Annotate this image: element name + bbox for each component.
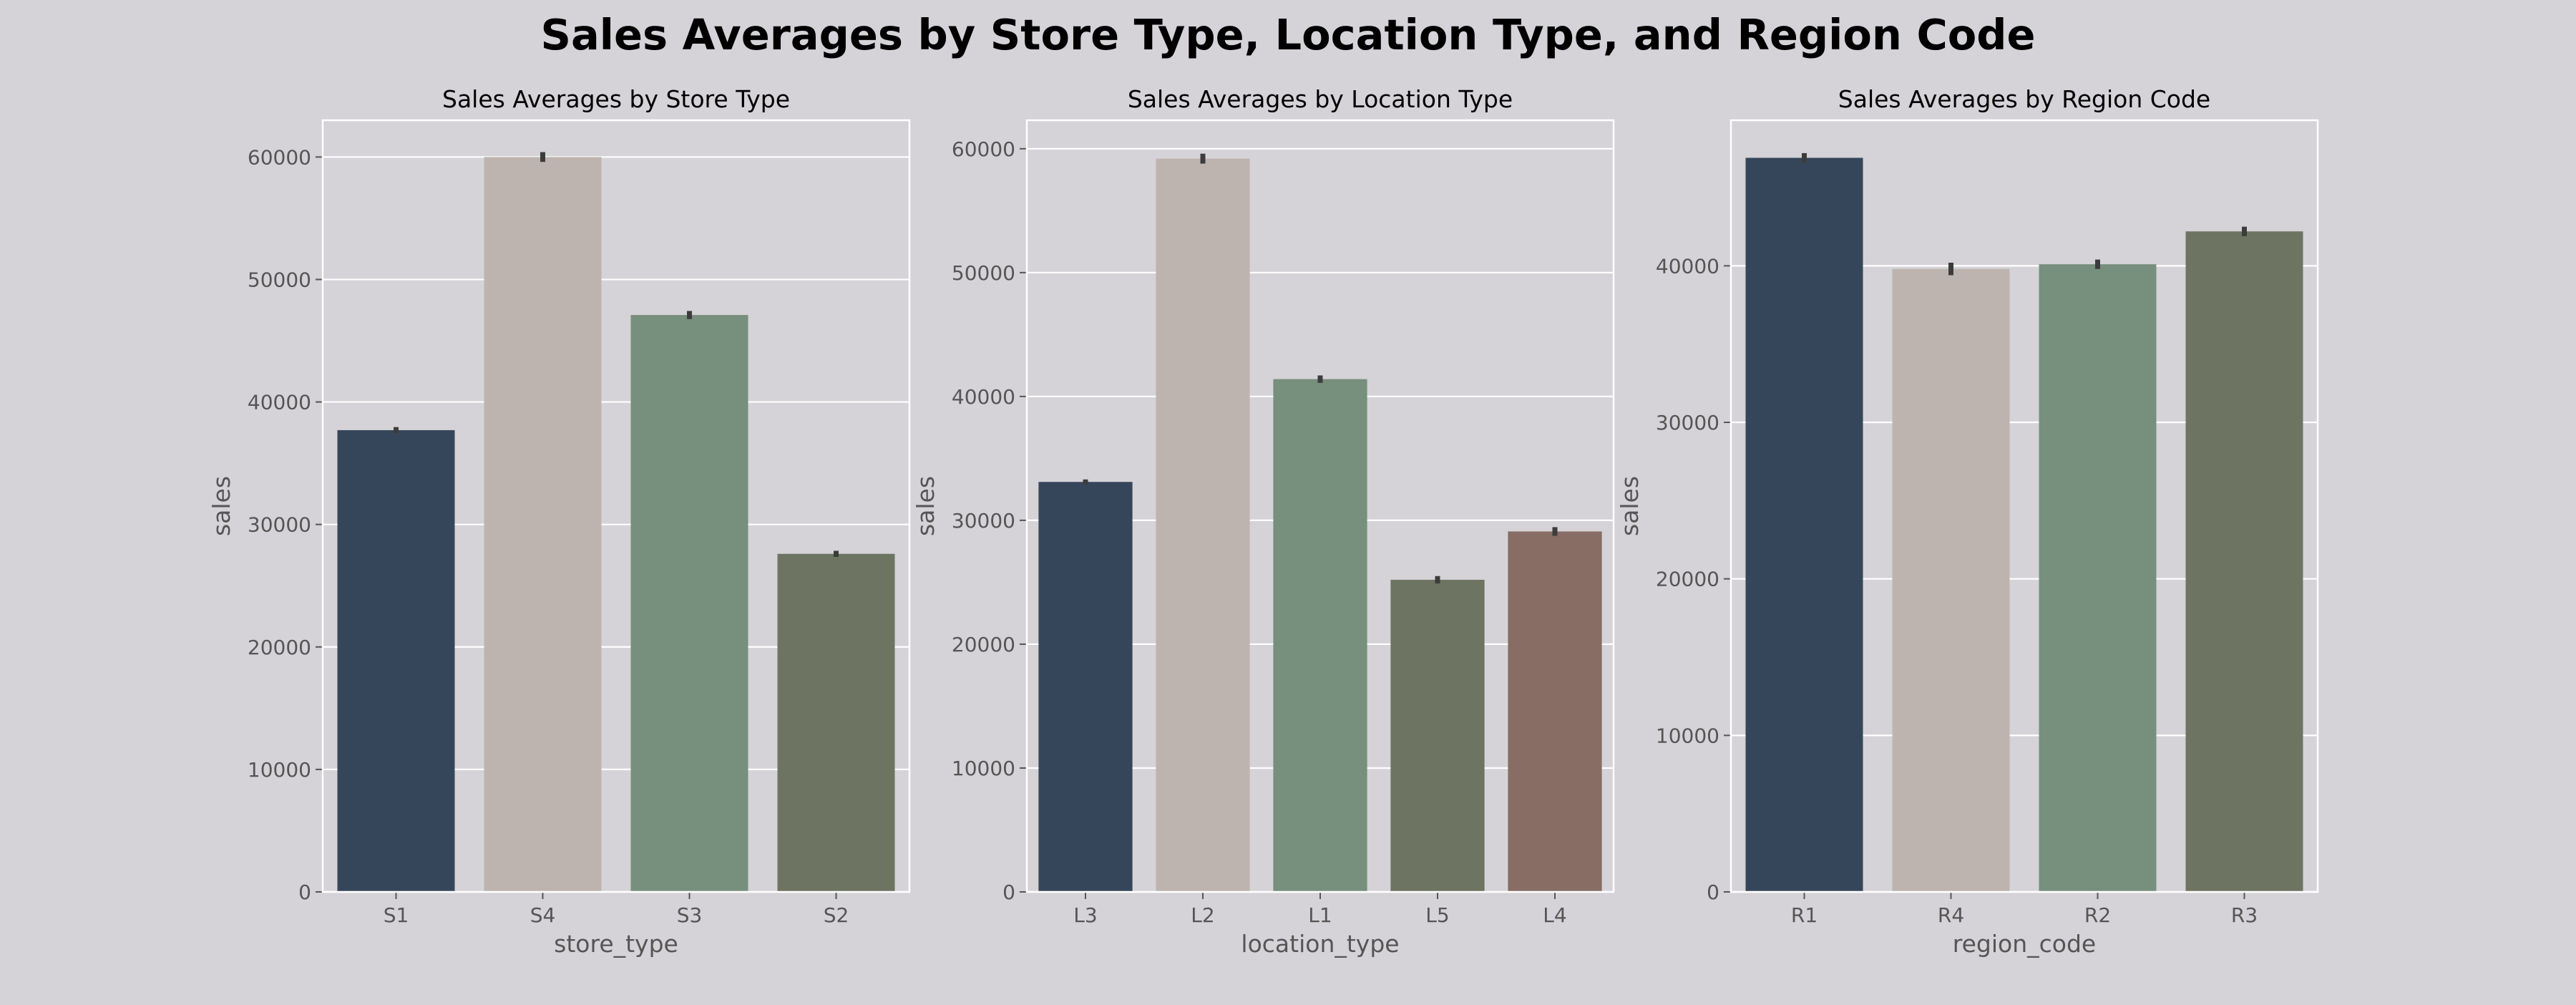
subplot-title: Sales Averages by Location Type xyxy=(1128,85,1513,113)
bar-S2 xyxy=(777,553,895,892)
y-tick-label: 0 xyxy=(1002,880,1015,904)
y-axis-label: sales xyxy=(912,476,940,536)
y-tick-label: 20000 xyxy=(1656,568,1719,591)
y-tick-label: 10000 xyxy=(248,758,311,782)
figure-title: Sales Averages by Store Type, Location T… xyxy=(540,10,2036,59)
axes-frame xyxy=(1025,119,1615,893)
x-axis-label: region_code xyxy=(1953,930,2096,958)
y-tick-label: 20000 xyxy=(248,636,311,659)
bar-S1 xyxy=(337,429,455,892)
x-tick-label-R4: R4 xyxy=(1938,903,1964,927)
x-tick-label-L5: L5 xyxy=(1425,903,1449,927)
y-tick-label: 0 xyxy=(1707,880,1719,904)
bar-L1 xyxy=(1273,379,1367,892)
y-tick-label: 60000 xyxy=(952,137,1015,161)
y-tick-label: 40000 xyxy=(952,385,1015,409)
y-tick-label: 60000 xyxy=(248,145,311,169)
subplot-title: Sales Averages by Store Type xyxy=(442,85,790,113)
x-tick-label-L1: L1 xyxy=(1308,903,1332,927)
y-axis-label: sales xyxy=(1616,476,1644,536)
bar-L5 xyxy=(1390,579,1485,892)
y-tick-label: 30000 xyxy=(248,513,311,537)
x-tick-label-S1: S1 xyxy=(384,903,409,927)
y-tick-label: 20000 xyxy=(952,633,1015,656)
axes-frame xyxy=(321,119,911,893)
y-tick-label: 50000 xyxy=(248,268,311,291)
bar-R3 xyxy=(2185,231,2303,892)
x-tick-label-S4: S4 xyxy=(530,903,556,927)
axes-frame xyxy=(1729,119,2319,893)
x-axis-label: store_type xyxy=(554,930,678,958)
y-tick-label: 0 xyxy=(298,880,311,904)
bar-S3 xyxy=(630,315,748,893)
y-axis-label: sales xyxy=(208,476,235,536)
x-tick-label-R3: R3 xyxy=(2231,903,2258,927)
x-tick-label-R2: R2 xyxy=(2084,903,2111,927)
y-tick-label: 30000 xyxy=(952,509,1015,533)
bar-L2 xyxy=(1156,158,1250,893)
subplot-title: Sales Averages by Region Code xyxy=(1838,85,2210,113)
x-tick-label-L3: L3 xyxy=(1073,903,1097,927)
bar-R4 xyxy=(1892,268,2010,893)
x-tick-label-S3: S3 xyxy=(677,903,703,927)
y-tick-label: 10000 xyxy=(952,757,1015,780)
bar-S4 xyxy=(484,157,602,892)
y-tick-label: 40000 xyxy=(248,391,311,414)
bar-R1 xyxy=(1745,157,1863,892)
subplot-2: L3 L2 L1 L5 L4 0 10000 20000 30000 40000 50000 6000… xyxy=(912,85,1615,958)
subplot-1: S1 S4 S3 S2 0 10000 20000 30000 40000 50000 60000 S… xyxy=(208,85,911,958)
x-tick-label-R1: R1 xyxy=(1791,903,1818,927)
bar-R2 xyxy=(2039,264,2157,893)
y-tick-label: 30000 xyxy=(1656,411,1719,434)
x-tick-label-L4: L4 xyxy=(1543,903,1566,927)
x-axis-label: location_type xyxy=(1241,930,1399,958)
y-tick-label: 10000 xyxy=(1656,724,1719,747)
bar-L3 xyxy=(1038,482,1133,892)
y-tick-label: 50000 xyxy=(952,261,1015,285)
x-tick-label-L2: L2 xyxy=(1191,903,1214,927)
y-tick-label: 40000 xyxy=(1656,254,1719,278)
x-tick-label-S2: S2 xyxy=(824,903,849,927)
subplot-3: R1 R4 R2 R3 0 10000 20000 30000 40000 Sales Avera… xyxy=(1616,85,2319,958)
bar-L4 xyxy=(1508,531,1602,892)
